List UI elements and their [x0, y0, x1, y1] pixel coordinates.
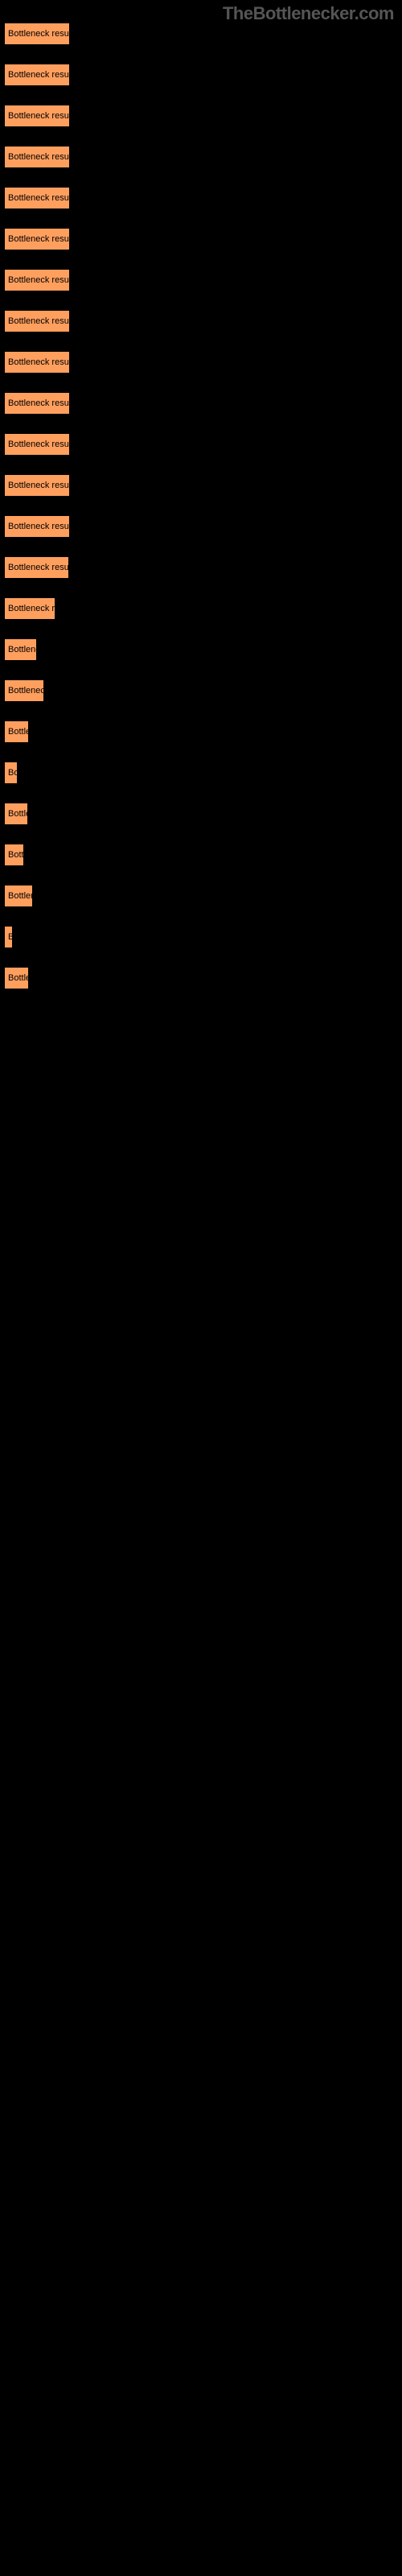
bar-row: Bottleneck result — [4, 556, 402, 597]
bar-row: Bottleneck result — [4, 515, 402, 556]
bar-row: Bottleneck result — [4, 269, 402, 310]
result-bar: Bottleneck result — [4, 556, 69, 579]
bar-row: Bottl — [4, 844, 402, 885]
result-bar: Bottleneck result — [4, 228, 70, 250]
bar-row: Bottlen — [4, 885, 402, 926]
bar-row: Bottle — [4, 720, 402, 762]
result-bar: Bottleneck result — [4, 474, 70, 497]
result-bar: Bo — [4, 762, 18, 784]
result-bar: Bottle — [4, 803, 28, 825]
result-bar: Bottleneck result — [4, 269, 70, 291]
bar-row: Bottleneck result — [4, 146, 402, 187]
bar-row: Bottleneck result — [4, 351, 402, 392]
bar-row: Bottleneck result — [4, 392, 402, 433]
bar-row: Bottleneck re — [4, 597, 402, 638]
result-bar: Bottlene — [4, 638, 37, 661]
result-bar: Bottleneck — [4, 679, 44, 702]
result-bar: Bottle — [4, 720, 29, 743]
bar-row: Bottleneck result — [4, 228, 402, 269]
bar-row: Bottleneck result — [4, 23, 402, 64]
result-bar: Bottleneck re — [4, 597, 55, 620]
result-bar: Bottleneck result — [4, 310, 70, 332]
bar-row: Bottleneck result — [4, 64, 402, 105]
result-bar: Bottleneck result — [4, 146, 70, 168]
bar-row: Bottleneck — [4, 679, 402, 720]
bar-row: B — [4, 926, 402, 967]
bar-row: Bo — [4, 762, 402, 803]
bars-container: Bottleneck result Bottleneck result Bott… — [0, 0, 402, 1008]
bar-row: Bottleneck result — [4, 433, 402, 474]
result-bar: Bottleneck result — [4, 105, 70, 127]
result-bar: Bottleneck result — [4, 64, 70, 86]
bar-row: Bottle — [4, 967, 402, 1008]
result-bar: B — [4, 926, 13, 948]
bar-row: Bottlene — [4, 638, 402, 679]
bar-row: Bottleneck result — [4, 474, 402, 515]
result-bar: Bottleneck result — [4, 187, 70, 209]
result-bar: Bottleneck result — [4, 392, 70, 415]
result-bar: Bottleneck result — [4, 351, 70, 374]
bar-row: Bottle — [4, 803, 402, 844]
result-bar: Bottl — [4, 844, 24, 866]
result-bar: Bottleneck result — [4, 433, 70, 456]
result-bar: Bottle — [4, 967, 29, 989]
bar-row: Bottleneck result — [4, 310, 402, 351]
bar-row: Bottleneck result — [4, 187, 402, 228]
result-bar: Bottlen — [4, 885, 33, 907]
result-bar: Bottleneck result — [4, 515, 70, 538]
bar-row: Bottleneck result — [4, 105, 402, 146]
result-bar: Bottleneck result — [4, 23, 70, 45]
